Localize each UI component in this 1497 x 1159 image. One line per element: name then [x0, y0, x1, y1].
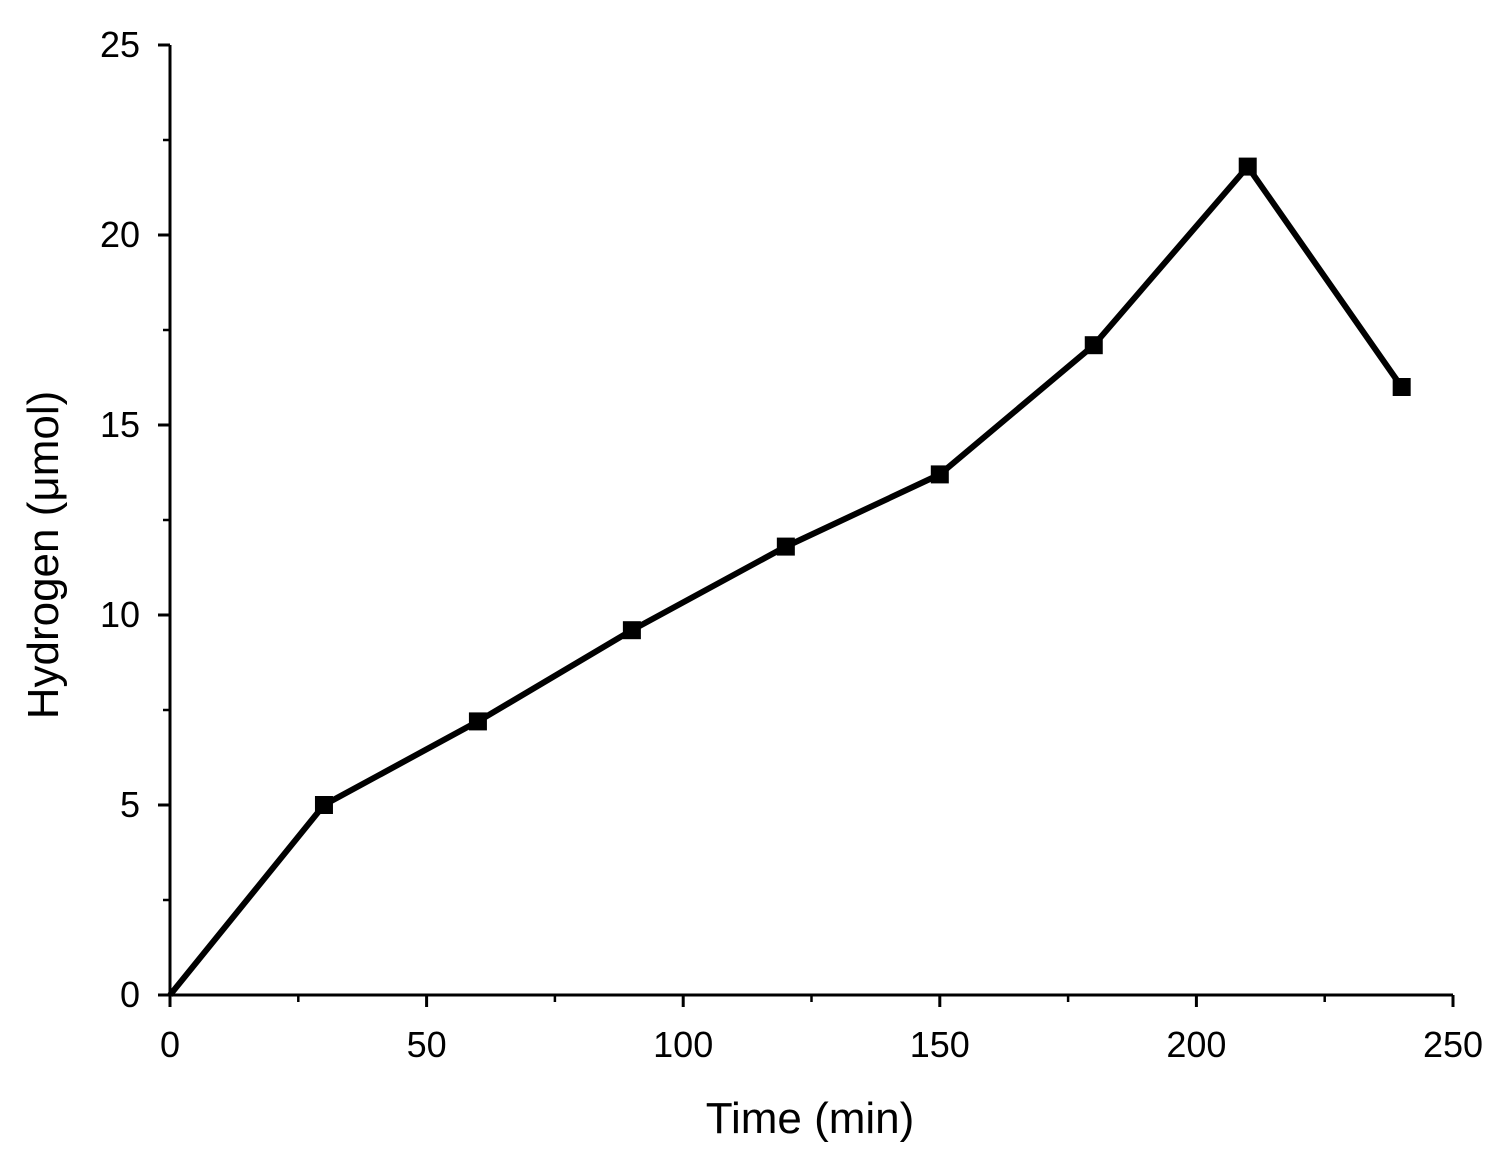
data-point-marker: [776, 537, 795, 556]
series-line: [167, 161, 1405, 997]
x-tick-label: 50: [407, 1024, 447, 1065]
x-tick-label: 250: [1423, 1024, 1483, 1065]
y-tick-label: 25: [100, 24, 140, 65]
x-tick-label: 100: [653, 1024, 713, 1065]
x-tick-label: 0: [160, 1024, 180, 1065]
series-layer: [167, 157, 1411, 997]
data-point-marker: [930, 465, 949, 484]
ticks: 0 50 100 150 200 250 0 5 10 15 20 25: [100, 24, 1483, 1065]
data-point-marker: [622, 621, 641, 640]
data-point-marker: [1392, 378, 1411, 396]
data-point-marker: [1084, 336, 1103, 355]
y-tick-label: 0: [120, 974, 140, 1015]
y-axis-title: Hydrogen (μmol): [19, 391, 68, 720]
y-tick-label: 5: [120, 784, 140, 825]
x-tick-label: 200: [1166, 1024, 1226, 1065]
data-point-marker: [468, 712, 487, 731]
y-tick-label: 20: [100, 214, 140, 255]
x-tick-label: 150: [910, 1024, 970, 1065]
data-point-marker: [1238, 157, 1257, 176]
data-point-marker: [314, 796, 333, 814]
y-tick-label: 10: [100, 594, 140, 635]
x-axis-title: Time (min): [706, 1094, 915, 1143]
y-tick-label: 15: [100, 404, 140, 445]
